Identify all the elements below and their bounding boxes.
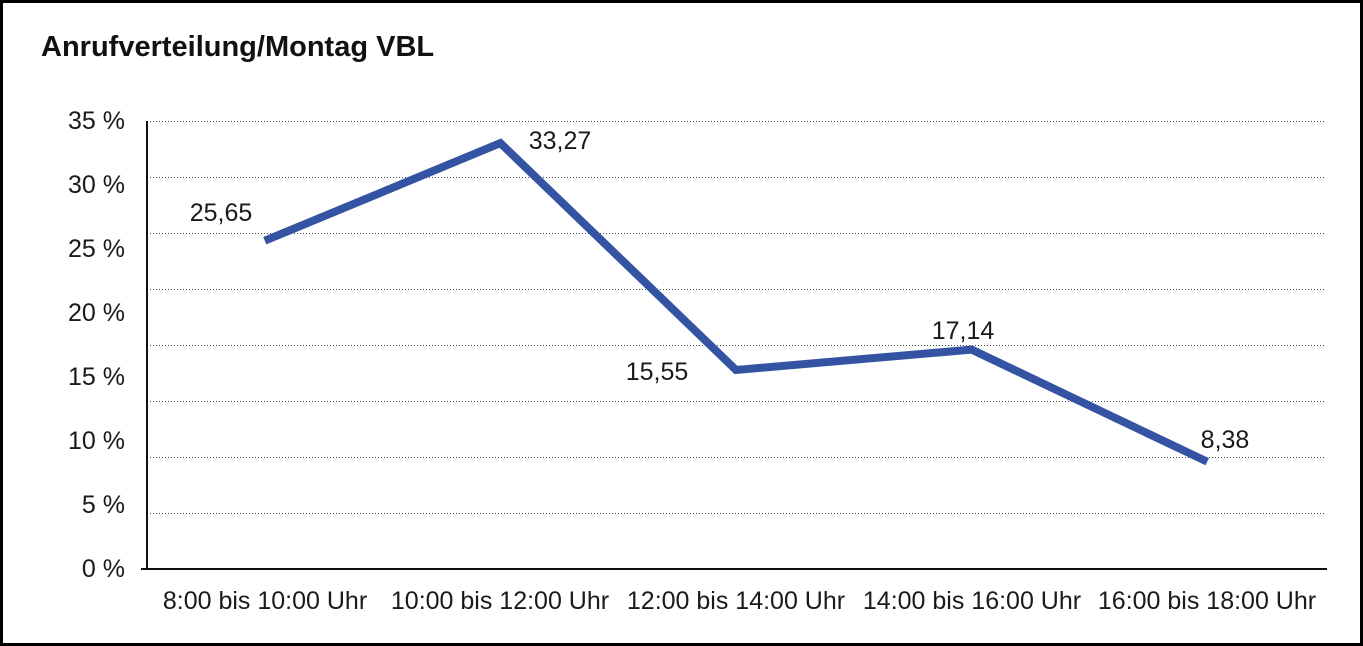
x-axis-line <box>141 568 1327 570</box>
y-axis-tick-label: 25 % <box>68 235 125 263</box>
series-line <box>263 138 1209 466</box>
y-axis-tick-label: 35 % <box>68 107 125 135</box>
gridline <box>147 121 1325 122</box>
line-series-svg <box>263 138 1209 466</box>
x-axis-tick-label: 14:00 bis 16:00 Uhr <box>862 587 1082 615</box>
x-axis-tick-label: 8:00 bis 10:00 Uhr <box>162 587 368 615</box>
gridline <box>147 401 1325 402</box>
y-axis-tick-label: 10 % <box>68 427 125 455</box>
gridline <box>147 177 1325 178</box>
data-point-label: 25,65 <box>189 199 253 227</box>
y-axis-line <box>146 121 148 570</box>
gridline <box>147 233 1325 234</box>
y-axis-tick-label: 0 % <box>81 555 125 583</box>
y-axis-tick-label: 15 % <box>68 363 125 391</box>
data-point-label: 8,38 <box>1200 426 1250 454</box>
gridline <box>147 513 1325 514</box>
chart-title: Anrufverteilung/Montag VBL <box>41 31 435 63</box>
plot-area <box>147 121 1325 569</box>
x-axis-tick-label: 10:00 bis 12:00 Uhr <box>390 587 610 615</box>
x-axis-tick-label: 16:00 bis 18:00 Uhr <box>1097 587 1317 615</box>
data-point-label: 17,14 <box>931 317 995 345</box>
y-axis-tick-label: 30 % <box>68 171 125 199</box>
y-axis-tick-label: 5 % <box>81 491 125 519</box>
gridline <box>147 345 1325 346</box>
data-point-label: 15,55 <box>625 358 689 386</box>
y-axis-tick-label: 20 % <box>68 299 125 327</box>
x-axis-tick-label: 12:00 bis 14:00 Uhr <box>626 587 846 615</box>
gridline <box>147 289 1325 290</box>
gridline <box>147 457 1325 458</box>
data-point-label: 33,27 <box>528 127 592 155</box>
